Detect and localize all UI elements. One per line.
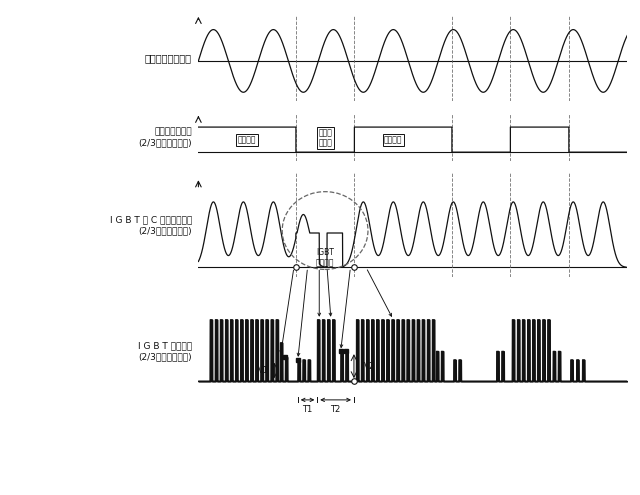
Text: I G B T の C 極の電圧波形
(2/3デューティ比): I G B T の C 極の電圧波形 (2/3デューティ比) [109, 215, 192, 235]
Text: 交流商用電源波形: 交流商用電源波形 [145, 53, 192, 63]
Text: 加熱区間: 加熱区間 [384, 135, 403, 144]
Text: 低電力加熱波形
(2/3デューティ比): 低電力加熱波形 (2/3デューティ比) [138, 128, 192, 147]
Text: T1: T1 [303, 405, 313, 414]
Text: V2: V2 [364, 362, 374, 371]
Text: 加熱区間: 加熱区間 [238, 135, 257, 144]
Text: T2: T2 [330, 405, 340, 414]
Text: 加熱停
止区間: 加熱停 止区間 [318, 128, 332, 148]
Text: I G B T 駆動波形
(2/3デューティ比): I G B T 駆動波形 (2/3デューティ比) [138, 342, 192, 361]
Text: V1: V1 [257, 366, 269, 375]
Text: IGBT
作動範囲: IGBT 作動範囲 [316, 248, 334, 267]
